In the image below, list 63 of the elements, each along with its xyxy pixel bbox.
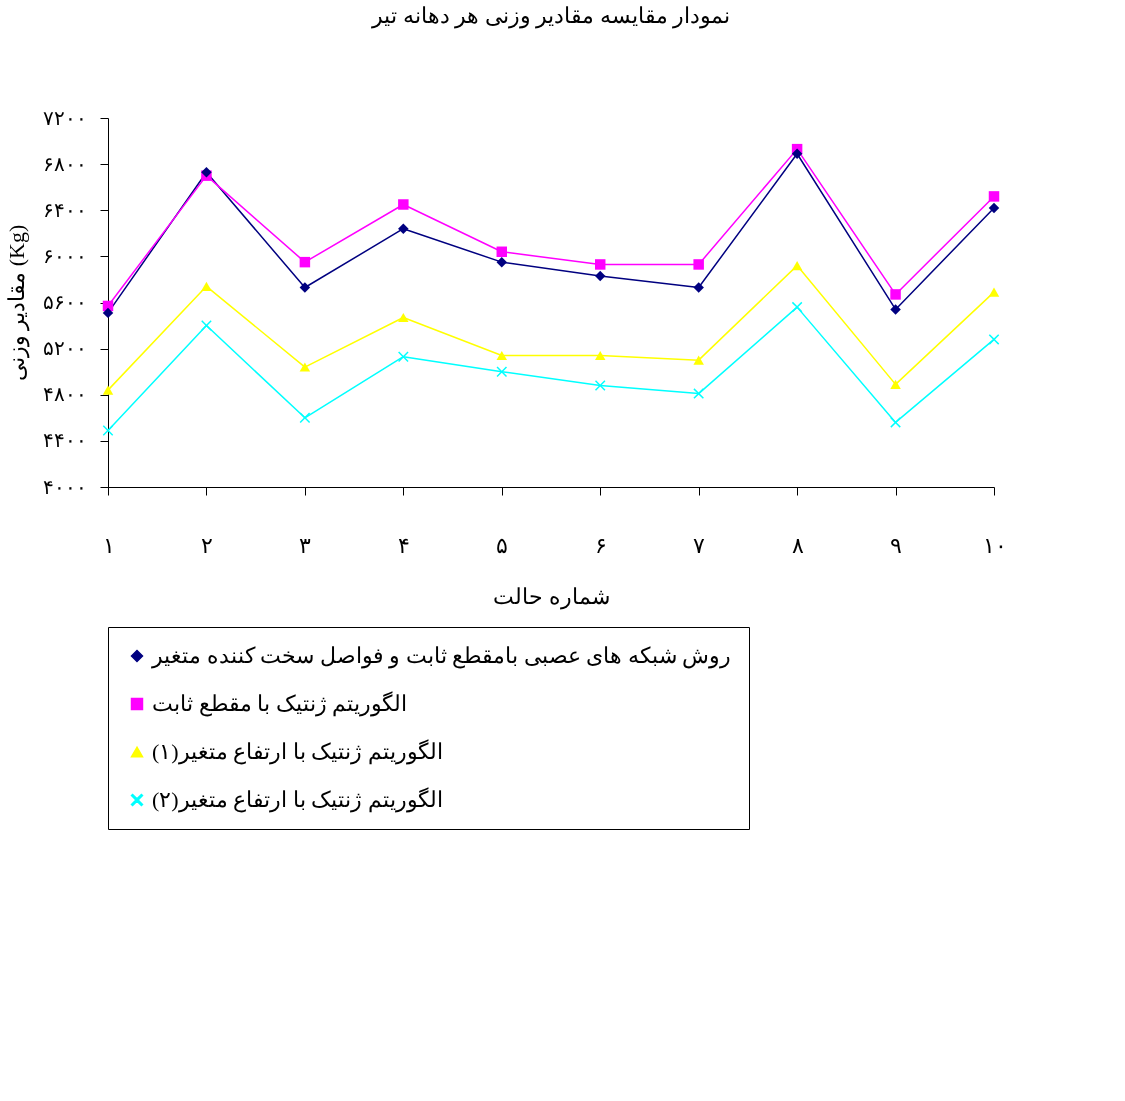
- point: [201, 320, 212, 331]
- y-tick-label: ۶۰۰۰: [42, 244, 87, 267]
- point: [496, 351, 508, 361]
- point: [988, 202, 1000, 214]
- point: [890, 289, 901, 300]
- point: [594, 270, 606, 282]
- point: [693, 355, 704, 365]
- point: [496, 366, 508, 377]
- point: [693, 388, 704, 399]
- point: [102, 307, 114, 319]
- point: [594, 259, 606, 270]
- point: [496, 256, 508, 268]
- legend-label: الگوریتم ژنتیک با ارتفاع متغیر(۲): [152, 787, 443, 813]
- point: [201, 166, 212, 178]
- legend-label: الگوریتم ژنتیک با ارتفاع متغیر(۱): [152, 739, 443, 765]
- point: [890, 304, 901, 315]
- point: [890, 417, 901, 428]
- y-tick-label: ۴۸۰۰: [42, 383, 87, 406]
- point: [102, 425, 114, 436]
- x-tick-label: ۵: [496, 532, 509, 558]
- y-tick-label: ۵۶۰۰: [42, 291, 87, 313]
- x-tick-label: ۴: [397, 532, 410, 558]
- y-tick-label: ۶۸۰۰: [42, 152, 87, 175]
- point: [791, 301, 803, 313]
- x-tick-label: ۷: [693, 532, 706, 558]
- x-tick-label: ۶: [594, 532, 607, 558]
- point: [299, 256, 311, 268]
- x-tick-label: ۲: [200, 532, 213, 558]
- point: [398, 223, 409, 234]
- x-axis-title: شماره حالت: [493, 583, 610, 610]
- point: [299, 412, 311, 424]
- y-tick-label: ۷۲۰۰: [42, 106, 87, 129]
- chart-title: نمودار مقایسه مقادیر وزنی هر دهانه تیر: [371, 3, 730, 29]
- y-tick-label: ۴۴۰۰: [42, 429, 87, 452]
- x-tick-label: ۹: [890, 532, 903, 558]
- point: [594, 351, 606, 361]
- point: [791, 148, 803, 159]
- y-axis-title: مقادیر وزنی (Kg): [3, 224, 30, 382]
- x-tick-label: ۳: [299, 532, 312, 558]
- x-tick-label: ۱۰: [982, 532, 1007, 558]
- point: [988, 334, 1000, 345]
- x-tick-label: ۸: [791, 532, 804, 558]
- legend-label: روش شبکه های عصبی بامقطع ثابت و فواصل سخت کننده متغیر: [151, 643, 731, 669]
- point: [890, 379, 901, 389]
- y-tick-label: ۴۰۰۰: [42, 475, 87, 498]
- point: [693, 282, 704, 293]
- y-tick-label: ۵۲۰۰: [42, 337, 87, 360]
- point: [398, 312, 409, 323]
- point: [102, 385, 114, 395]
- point: [693, 259, 704, 270]
- point: [201, 281, 212, 291]
- point: [398, 199, 409, 210]
- point: [988, 191, 1000, 202]
- point: [299, 282, 311, 293]
- point: [398, 351, 409, 362]
- point: [988, 287, 1000, 297]
- point: [299, 362, 311, 372]
- y-tick-label: ۶۴۰۰: [42, 198, 87, 221]
- point: [594, 380, 606, 391]
- legend-label: الگوریتم ژنتیک با مقطع ثابت: [152, 691, 407, 717]
- point: [791, 261, 803, 271]
- point: [496, 246, 508, 258]
- x-tick-label: ۱: [102, 532, 115, 558]
